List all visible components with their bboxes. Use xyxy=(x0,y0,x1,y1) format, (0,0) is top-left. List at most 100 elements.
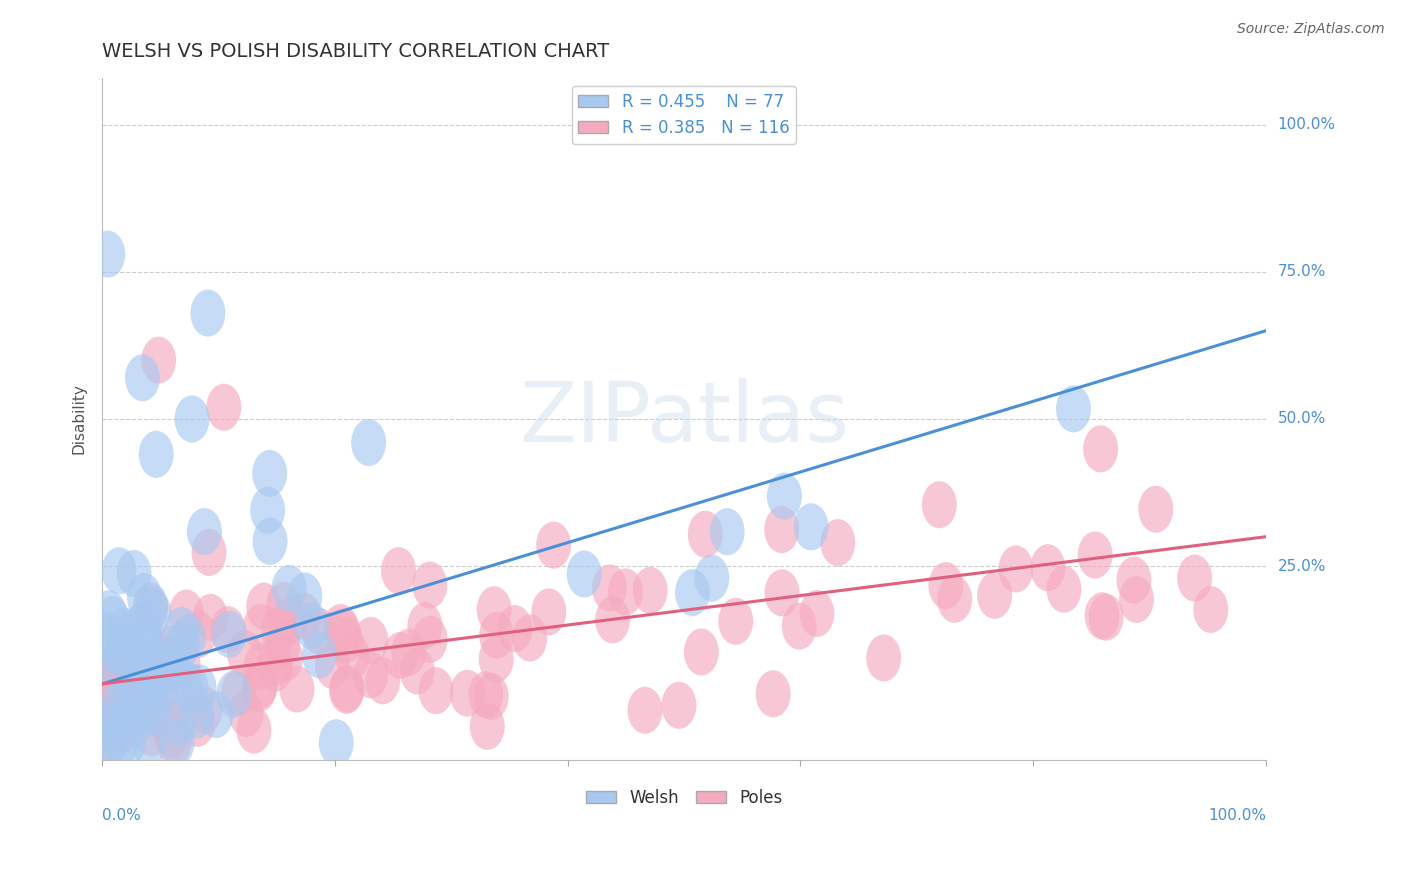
Ellipse shape xyxy=(269,634,302,681)
Ellipse shape xyxy=(167,661,202,707)
Text: Source: ZipAtlas.com: Source: ZipAtlas.com xyxy=(1237,22,1385,37)
Ellipse shape xyxy=(710,508,745,555)
Ellipse shape xyxy=(474,673,509,720)
Ellipse shape xyxy=(1084,592,1119,640)
Ellipse shape xyxy=(143,632,179,680)
Ellipse shape xyxy=(335,632,370,680)
Ellipse shape xyxy=(103,707,138,755)
Ellipse shape xyxy=(627,687,662,734)
Text: 100.0%: 100.0% xyxy=(1208,808,1265,823)
Ellipse shape xyxy=(111,719,145,766)
Ellipse shape xyxy=(531,589,567,635)
Ellipse shape xyxy=(998,546,1033,592)
Ellipse shape xyxy=(125,354,160,401)
Ellipse shape xyxy=(768,473,801,520)
Ellipse shape xyxy=(928,562,963,609)
Ellipse shape xyxy=(136,688,172,735)
Ellipse shape xyxy=(382,632,418,679)
Ellipse shape xyxy=(243,662,278,709)
Ellipse shape xyxy=(217,671,252,718)
Ellipse shape xyxy=(181,611,217,658)
Ellipse shape xyxy=(207,384,242,431)
Ellipse shape xyxy=(470,703,505,750)
Ellipse shape xyxy=(143,663,179,710)
Ellipse shape xyxy=(246,582,281,630)
Ellipse shape xyxy=(103,702,138,749)
Ellipse shape xyxy=(121,636,156,683)
Ellipse shape xyxy=(117,638,152,685)
Ellipse shape xyxy=(498,605,533,652)
Ellipse shape xyxy=(266,582,301,629)
Ellipse shape xyxy=(179,691,214,739)
Ellipse shape xyxy=(149,698,184,745)
Ellipse shape xyxy=(163,679,198,726)
Ellipse shape xyxy=(765,506,799,553)
Ellipse shape xyxy=(134,585,169,632)
Ellipse shape xyxy=(96,663,131,710)
Ellipse shape xyxy=(136,590,172,637)
Ellipse shape xyxy=(262,607,297,654)
Ellipse shape xyxy=(98,683,134,731)
Ellipse shape xyxy=(90,700,124,747)
Ellipse shape xyxy=(212,611,246,657)
Ellipse shape xyxy=(1077,532,1112,579)
Ellipse shape xyxy=(419,667,454,714)
Ellipse shape xyxy=(145,642,180,690)
Ellipse shape xyxy=(412,562,447,608)
Ellipse shape xyxy=(820,519,855,566)
Legend: Welsh, Poles: Welsh, Poles xyxy=(579,782,789,814)
Ellipse shape xyxy=(243,604,278,651)
Text: WELSH VS POLISH DISABILITY CORRELATION CHART: WELSH VS POLISH DISABILITY CORRELATION C… xyxy=(103,42,609,61)
Ellipse shape xyxy=(391,629,426,676)
Ellipse shape xyxy=(165,607,200,654)
Ellipse shape xyxy=(1083,425,1118,473)
Ellipse shape xyxy=(938,575,972,623)
Ellipse shape xyxy=(536,522,571,569)
Ellipse shape xyxy=(765,569,800,616)
Ellipse shape xyxy=(107,607,142,655)
Ellipse shape xyxy=(328,617,363,664)
Ellipse shape xyxy=(124,604,157,651)
Ellipse shape xyxy=(128,646,163,693)
Ellipse shape xyxy=(413,615,447,663)
Ellipse shape xyxy=(675,569,710,616)
Ellipse shape xyxy=(112,681,148,727)
Ellipse shape xyxy=(153,639,188,685)
Ellipse shape xyxy=(187,687,222,733)
Ellipse shape xyxy=(155,644,190,691)
Ellipse shape xyxy=(127,573,162,620)
Ellipse shape xyxy=(1046,566,1081,613)
Ellipse shape xyxy=(149,641,184,689)
Ellipse shape xyxy=(90,231,125,277)
Ellipse shape xyxy=(136,669,172,716)
Ellipse shape xyxy=(132,719,167,766)
Ellipse shape xyxy=(229,690,264,737)
Ellipse shape xyxy=(159,719,194,766)
Ellipse shape xyxy=(353,617,388,664)
Ellipse shape xyxy=(352,419,387,467)
Ellipse shape xyxy=(302,608,337,655)
Ellipse shape xyxy=(1116,557,1152,604)
Ellipse shape xyxy=(468,671,503,718)
Ellipse shape xyxy=(1088,593,1123,640)
Ellipse shape xyxy=(108,674,143,722)
Ellipse shape xyxy=(89,719,124,766)
Ellipse shape xyxy=(252,450,287,497)
Ellipse shape xyxy=(1031,544,1066,591)
Ellipse shape xyxy=(198,691,233,739)
Ellipse shape xyxy=(87,612,121,659)
Ellipse shape xyxy=(399,648,434,695)
Ellipse shape xyxy=(695,555,730,602)
Ellipse shape xyxy=(243,642,278,690)
Ellipse shape xyxy=(633,567,668,614)
Ellipse shape xyxy=(1119,576,1154,623)
Ellipse shape xyxy=(302,632,337,678)
Ellipse shape xyxy=(323,604,359,651)
Ellipse shape xyxy=(169,590,204,637)
Ellipse shape xyxy=(755,670,790,717)
Ellipse shape xyxy=(287,592,321,640)
Text: 0.0%: 0.0% xyxy=(103,808,141,823)
Ellipse shape xyxy=(512,615,547,662)
Ellipse shape xyxy=(329,665,364,712)
Ellipse shape xyxy=(257,645,292,691)
